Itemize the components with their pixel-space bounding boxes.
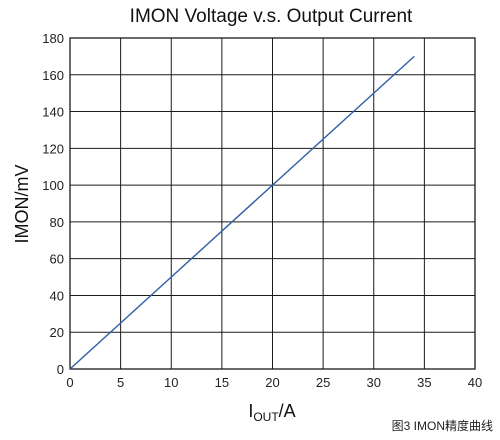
axes (69, 37, 476, 370)
x-tick-label: 30 (367, 375, 381, 390)
series-lines (69, 55, 415, 370)
x-tick-label: 20 (265, 375, 279, 390)
y-tick-label: 20 (50, 325, 64, 340)
x-tick-labels: 0 5 10 15 20 25 30 35 40 (66, 375, 482, 390)
chart-title: IMON Voltage v.s. Output Current (130, 6, 413, 27)
x-axis-label: IOUT/A (248, 401, 295, 424)
y-axis-label: IMON/mV (12, 165, 32, 244)
y-tick-label: 120 (42, 141, 64, 156)
y-tick-label: 100 (42, 178, 64, 193)
y-tick-label: 40 (50, 288, 64, 303)
x-tick-label: 25 (316, 375, 330, 390)
y-tick-label: 160 (42, 68, 64, 83)
series-line (69, 55, 415, 370)
x-tick-label: 10 (164, 375, 178, 390)
x-tick-label: 0 (66, 375, 73, 390)
x-axis-label-main: I (248, 401, 253, 421)
x-tick-label: 40 (468, 375, 482, 390)
grid-lines (69, 37, 476, 370)
y-tick-label: 80 (50, 215, 64, 230)
plot-frame (69, 37, 476, 370)
figure-caption: 图3 IMON精度曲线 (392, 418, 493, 433)
y-tick-label: 60 (50, 252, 64, 267)
y-tick-label: 180 (42, 31, 64, 46)
y-tick-labels: 0 20 40 60 80 100 120 140 160 180 (42, 31, 64, 377)
x-tick-label: 15 (215, 375, 229, 390)
x-axis-label-subscript: OUT (253, 410, 279, 424)
x-axis-label-suffix: /A (279, 401, 296, 421)
x-tick-label: 35 (417, 375, 431, 390)
y-tick-label: 0 (57, 362, 64, 377)
x-tick-label: 5 (117, 375, 124, 390)
y-tick-label: 140 (42, 105, 64, 120)
